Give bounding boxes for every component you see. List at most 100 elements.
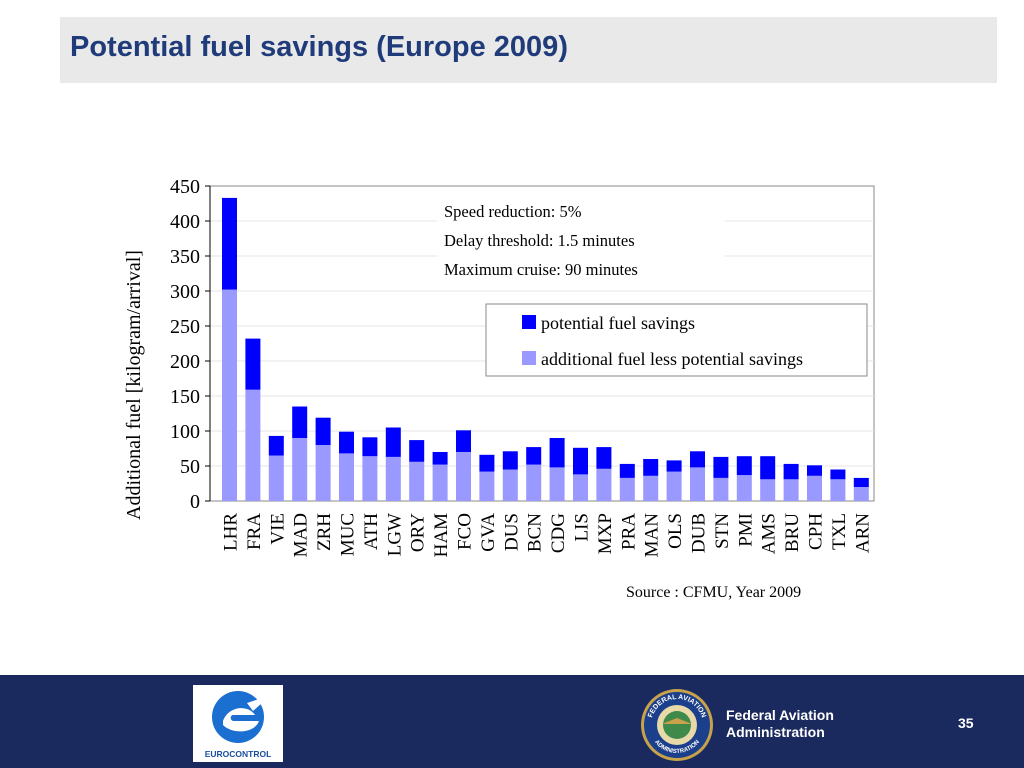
faa-name-line2: Administration bbox=[726, 724, 825, 740]
bar-segment-savings-dub bbox=[690, 451, 705, 468]
bar-segment-savings-mxp bbox=[596, 447, 612, 469]
x-tick-label-lis: LIS bbox=[572, 513, 593, 542]
x-tick-label-stn: STN bbox=[712, 513, 733, 549]
bar-segment-savings-fra bbox=[245, 338, 261, 390]
page-number: 35 bbox=[958, 715, 974, 731]
legend-swatch-additional bbox=[522, 351, 536, 365]
y-axis-title: Additional fuel [kilogram/arrival] bbox=[123, 250, 145, 520]
bar-segment-additional-ams bbox=[760, 479, 776, 501]
source-note: Source : CFMU, Year 2009 bbox=[626, 584, 801, 601]
bar-segment-savings-ory bbox=[409, 440, 425, 462]
x-tick-label-pmi: PMI bbox=[735, 513, 756, 547]
x-tick-label-lgw: LGW bbox=[384, 513, 405, 556]
bar-segment-savings-vie bbox=[268, 435, 284, 456]
bar-segment-additional-mad bbox=[292, 438, 308, 501]
title-bar: Potential fuel savings (Europe 2009) bbox=[60, 17, 997, 83]
bar-segment-additional-bcn bbox=[526, 464, 542, 501]
y-tick-label: 400 bbox=[170, 211, 200, 233]
x-tick-label-cdg: CDG bbox=[548, 513, 569, 553]
x-tick-label-arn: ARN bbox=[852, 513, 873, 553]
bar-segment-additional-pmi bbox=[736, 475, 752, 501]
bar-segment-savings-zrh bbox=[315, 417, 331, 445]
x-tick-label-bcn: BCN bbox=[525, 513, 546, 552]
x-tick-label-zrh: ZRH bbox=[314, 513, 335, 551]
bar-segment-savings-lhr bbox=[222, 197, 237, 290]
bar-segment-additional-gva bbox=[479, 471, 495, 501]
x-tick-label-mxp: MXP bbox=[595, 513, 616, 554]
bar-segment-additional-lhr bbox=[222, 289, 237, 501]
page-title: Potential fuel savings (Europe 2009) bbox=[70, 31, 568, 63]
bar-segment-savings-pra bbox=[619, 463, 635, 478]
x-tick-label-fra: FRA bbox=[244, 513, 265, 550]
bar-segment-savings-cph bbox=[807, 465, 822, 476]
bar-segment-additional-zrh bbox=[315, 445, 331, 501]
legend-label-savings: potential fuel savings bbox=[541, 313, 695, 333]
bar-segment-additional-vie bbox=[268, 455, 284, 501]
annotation-delay: Delay threshold: 1.5 minutes bbox=[444, 231, 635, 250]
annotation-speed: Speed reduction: 5% bbox=[444, 202, 582, 221]
x-tick-label-dus: DUS bbox=[501, 513, 522, 551]
bar-segment-savings-ols bbox=[666, 460, 682, 472]
legend-frame bbox=[485, 303, 868, 377]
bar-segment-additional-bru bbox=[783, 479, 799, 501]
x-tick-label-vie: VIE bbox=[267, 513, 288, 545]
bar-segment-savings-pmi bbox=[736, 456, 752, 476]
bar-segment-savings-ath bbox=[362, 437, 378, 457]
x-tick-label-ath: ATH bbox=[361, 513, 382, 550]
bar-segment-savings-man bbox=[643, 459, 659, 476]
bar-segment-savings-bcn bbox=[526, 447, 542, 465]
bar-segment-additional-txl bbox=[830, 479, 846, 501]
bar-segment-additional-dus bbox=[502, 469, 518, 501]
bar-segment-additional-stn bbox=[713, 477, 729, 501]
y-tick-label: 250 bbox=[170, 316, 200, 338]
bar-segment-additional-ols bbox=[666, 471, 682, 501]
annotation-box: Speed reduction: 5% Delay threshold: 1.5… bbox=[437, 196, 725, 286]
faa-name: Federal Aviation Administration bbox=[726, 707, 834, 741]
bar-segment-savings-txl bbox=[830, 469, 846, 480]
x-tick-label-ham: HAM bbox=[431, 513, 452, 557]
bar-segment-savings-arn bbox=[853, 477, 869, 487]
bar-segment-savings-bru bbox=[783, 463, 799, 480]
faa-name-line1: Federal Aviation bbox=[726, 707, 834, 723]
y-tick-label: 300 bbox=[170, 281, 200, 303]
footer: EUROCONTROL FEDERAL AVIATION ADMINISTRAT… bbox=[0, 675, 1024, 768]
x-tick-label-ory: ORY bbox=[408, 513, 429, 552]
bar-segment-savings-gva bbox=[479, 454, 495, 472]
bar-segment-savings-muc bbox=[339, 431, 354, 454]
y-axis: 0 50 100 150 200 250 300 350 400 450 bbox=[170, 176, 211, 513]
bars bbox=[222, 197, 869, 501]
bar-segment-additional-arn bbox=[853, 487, 869, 501]
bar-segment-savings-lis bbox=[573, 447, 588, 475]
bar-segment-additional-ath bbox=[362, 456, 378, 501]
bar-segment-additional-cph bbox=[807, 475, 822, 501]
annotation-cruise: Maximum cruise: 90 minutes bbox=[444, 260, 638, 279]
legend: potential fuel savings additional fuel l… bbox=[485, 303, 868, 377]
y-tick-label: 350 bbox=[170, 246, 200, 268]
bar-segment-additional-lis bbox=[573, 474, 588, 501]
x-tick-label-mad: MAD bbox=[291, 513, 312, 557]
bar-segment-additional-fco bbox=[456, 452, 471, 501]
y-tick-label: 100 bbox=[170, 421, 200, 443]
eurocontrol-logo: EUROCONTROL bbox=[193, 685, 283, 762]
x-tick-label-cph: CPH bbox=[806, 513, 827, 550]
bar-segment-additional-fra bbox=[245, 389, 261, 501]
eurocontrol-label: EUROCONTROL bbox=[204, 749, 272, 759]
bar-segment-additional-dub bbox=[690, 467, 705, 501]
bar-segment-savings-fco bbox=[456, 430, 471, 452]
y-tick-label: 150 bbox=[170, 386, 200, 408]
bar-segment-savings-cdg bbox=[549, 438, 565, 468]
bar-segment-additional-lgw bbox=[385, 456, 401, 501]
bar-segment-savings-lgw bbox=[385, 427, 401, 457]
x-tick-label-man: MAN bbox=[642, 513, 663, 558]
y-tick-label: 450 bbox=[170, 176, 200, 198]
x-tick-label-ols: OLS bbox=[665, 513, 686, 549]
bar-segment-savings-ham bbox=[432, 452, 448, 465]
annotation-background bbox=[437, 196, 725, 286]
x-tick-label-gva: GVA bbox=[478, 513, 499, 552]
x-tick-label-lhr: LHR bbox=[221, 513, 242, 551]
bar-segment-savings-dus bbox=[502, 451, 518, 470]
bar-segment-additional-man bbox=[643, 475, 659, 501]
bar-segment-additional-ham bbox=[432, 464, 448, 501]
x-axis-labels: LHR FRA VIE MAD ZRH MUC ATH LGW ORY HAM FCO GVA DUS B… bbox=[221, 513, 874, 558]
x-tick-label-pra: PRA bbox=[618, 513, 639, 550]
